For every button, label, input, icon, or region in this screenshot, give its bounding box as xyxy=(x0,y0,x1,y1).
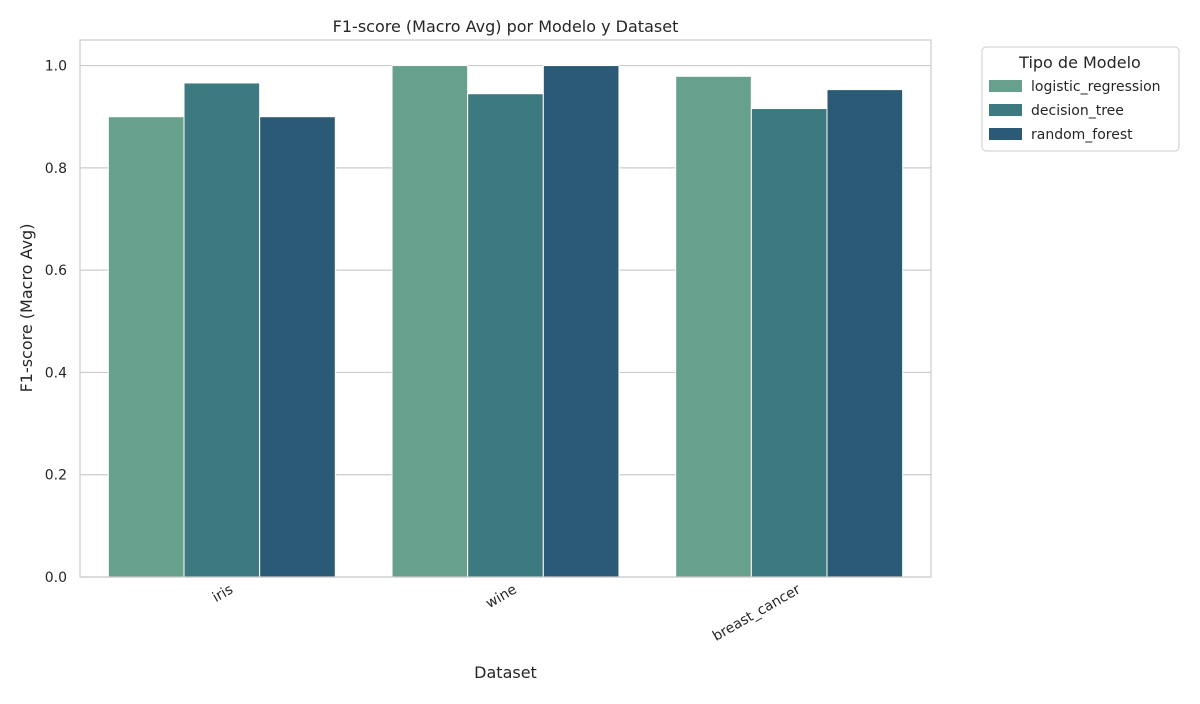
y-axis-title: F1-score (Macro Avg) xyxy=(17,224,36,393)
bar-decision_tree-iris xyxy=(183,82,261,578)
legend-label-logistic_regression: logistic_regression xyxy=(1031,79,1161,95)
bar-random_forest-breast_cancer xyxy=(826,89,904,578)
legend-box xyxy=(981,46,1180,152)
plot-frame xyxy=(79,39,932,578)
legend-label-random_forest: random_forest xyxy=(1031,127,1133,143)
y-tick-label: 1.0 xyxy=(45,59,67,75)
legend: Tipo de Modelo logistic_regressiondecisi… xyxy=(981,46,1180,152)
bar-random_forest-iris xyxy=(259,116,336,578)
bar-random_forest-wine xyxy=(542,65,620,578)
legend-title: Tipo de Modelo xyxy=(1018,53,1141,72)
legend-swatch-random_forest xyxy=(989,128,1022,140)
x-tick-label: breast_cancer xyxy=(710,581,804,644)
bar-decision_tree-wine xyxy=(467,93,544,578)
y-tick-label: 0.4 xyxy=(45,365,67,381)
legend-swatch-decision_tree xyxy=(989,104,1022,116)
bar-logistic_regression-breast_cancer xyxy=(675,75,752,578)
y-tick-label: 0.2 xyxy=(45,468,67,484)
legend-items: logistic_regression decision_tree random_f… xyxy=(989,79,1161,143)
y-tick-label: 0.0 xyxy=(45,570,67,586)
y-tick-label: 0.6 xyxy=(45,263,67,279)
y-axis-ticks: 0.0 0.2 0.4 0.6 0.8 1.0 xyxy=(45,59,67,586)
bar-logistic_regression-iris xyxy=(107,116,185,578)
x-axis-ticks: iris wine breast_cancer xyxy=(210,581,804,644)
bar-logistic_regression-wine xyxy=(391,65,469,578)
bars xyxy=(107,65,904,578)
bar-decision_tree-breast_cancer xyxy=(750,108,828,578)
x-axis-title: Dataset xyxy=(474,663,537,682)
y-tick-label: 0.8 xyxy=(45,161,67,177)
x-tick-label: iris xyxy=(210,582,236,606)
legend-swatch-logistic_regression xyxy=(989,80,1022,92)
chart-title: F1-score (Macro Avg) por Modelo y Datase… xyxy=(333,17,679,36)
x-tick-label: wine xyxy=(483,582,519,612)
legend-label-decision_tree: decision_tree xyxy=(1031,103,1124,119)
